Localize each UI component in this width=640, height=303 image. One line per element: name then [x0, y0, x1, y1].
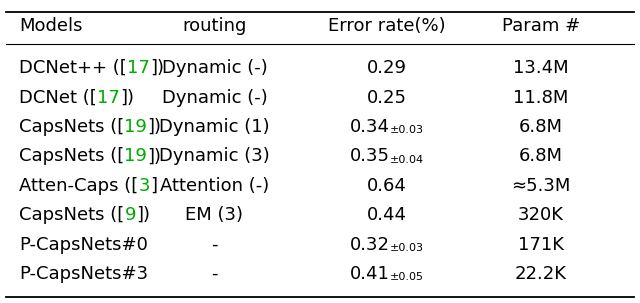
- Text: Param #: Param #: [502, 17, 580, 35]
- Text: 171K: 171K: [518, 235, 564, 254]
- Text: DCNet ([: DCNet ([: [19, 88, 97, 107]
- Text: ±0.03: ±0.03: [390, 243, 424, 253]
- Text: Dynamic (-): Dynamic (-): [161, 88, 268, 107]
- Text: ±0.03: ±0.03: [390, 125, 424, 135]
- Text: -: -: [211, 235, 218, 254]
- Text: ]: ]: [150, 177, 157, 195]
- Text: ≈5.3M: ≈5.3M: [511, 177, 570, 195]
- Text: 13.4M: 13.4M: [513, 59, 568, 77]
- Text: Models: Models: [19, 17, 83, 35]
- Text: ±0.05: ±0.05: [390, 272, 424, 282]
- Text: 320K: 320K: [518, 206, 564, 224]
- Text: 6.8M: 6.8M: [519, 118, 563, 136]
- Text: P-CapsNets#0: P-CapsNets#0: [19, 235, 148, 254]
- Text: 19: 19: [124, 147, 147, 165]
- Text: CapsNets ([: CapsNets ([: [19, 118, 124, 136]
- Text: Attention (-): Attention (-): [160, 177, 269, 195]
- Text: 6.8M: 6.8M: [519, 147, 563, 165]
- Text: Dynamic (-): Dynamic (-): [161, 59, 268, 77]
- Text: DCNet++ ([: DCNet++ ([: [19, 59, 127, 77]
- Text: 17: 17: [97, 88, 120, 107]
- Text: 19: 19: [124, 118, 147, 136]
- Text: 0.35: 0.35: [350, 147, 390, 165]
- Text: 17: 17: [127, 59, 150, 77]
- Text: ]): ]): [147, 118, 161, 136]
- Text: 0.41: 0.41: [350, 265, 390, 283]
- Text: Atten-Caps ([: Atten-Caps ([: [19, 177, 138, 195]
- Text: 0.32: 0.32: [350, 235, 390, 254]
- Text: CapsNets ([: CapsNets ([: [19, 206, 124, 224]
- Text: Dynamic (1): Dynamic (1): [159, 118, 269, 136]
- Text: 0.34: 0.34: [350, 118, 390, 136]
- Text: 0.64: 0.64: [367, 177, 407, 195]
- Text: 11.8M: 11.8M: [513, 88, 568, 107]
- Text: Dynamic (3): Dynamic (3): [159, 147, 270, 165]
- Text: 3: 3: [138, 177, 150, 195]
- Text: 0.25: 0.25: [367, 88, 407, 107]
- Text: ]): ]): [120, 88, 134, 107]
- Text: ]): ]): [136, 206, 150, 224]
- Text: ]): ]): [147, 147, 161, 165]
- Text: 9: 9: [124, 206, 136, 224]
- Text: P-CapsNets#3: P-CapsNets#3: [19, 265, 148, 283]
- Text: ]): ]): [150, 59, 164, 77]
- Text: CapsNets ([: CapsNets ([: [19, 147, 124, 165]
- Text: 22.2K: 22.2K: [515, 265, 567, 283]
- Text: 0.29: 0.29: [367, 59, 407, 77]
- Text: 0.44: 0.44: [367, 206, 407, 224]
- Text: EM (3): EM (3): [186, 206, 243, 224]
- Text: -: -: [211, 265, 218, 283]
- Text: Error rate(%): Error rate(%): [328, 17, 446, 35]
- Text: ±0.04: ±0.04: [390, 155, 424, 165]
- Text: routing: routing: [182, 17, 246, 35]
